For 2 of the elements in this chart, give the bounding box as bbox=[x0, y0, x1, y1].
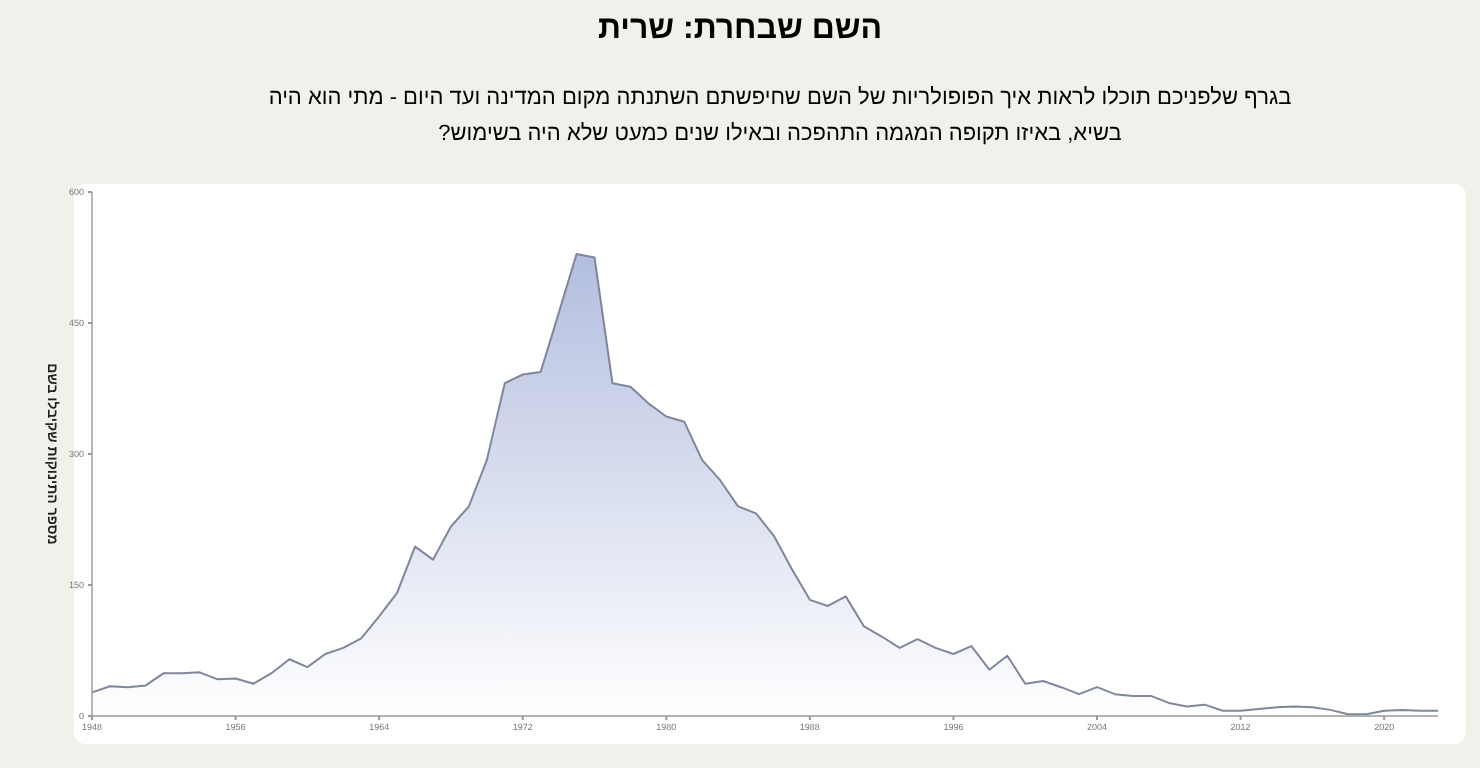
chart-title: השם שבחרת: שרית bbox=[595, 12, 885, 48]
chart-subtitle: בגרף שלפניכם תוכלו לראות איך הפופולריות של השם שחיפשתם השתנתה מקום המדינה ועד היום - מתי הוא היה בשיא, באיזו תקופה המגמה התהפכה ובאילו שנים כמעט שלא היה בשימוש? bbox=[266, 84, 1294, 150]
